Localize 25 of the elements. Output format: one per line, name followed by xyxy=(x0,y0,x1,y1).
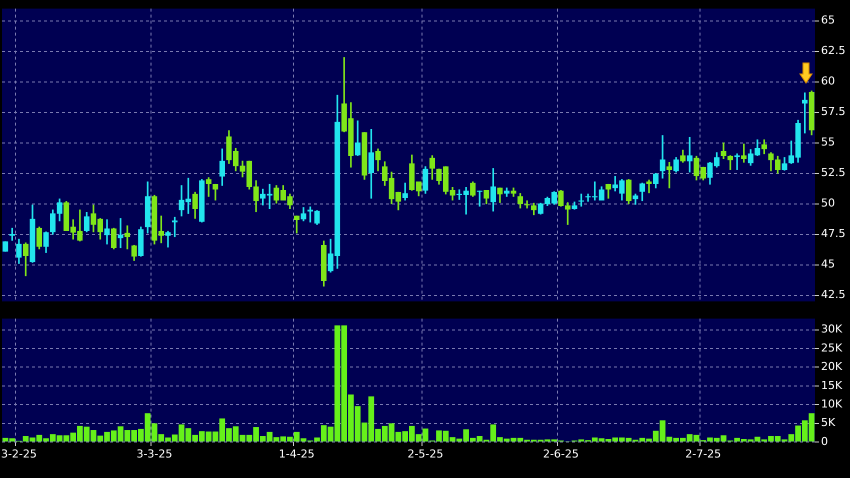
x-tick-label: 3-3-25 xyxy=(136,447,172,460)
y-tick-label: 25K xyxy=(821,341,843,354)
candlestick xyxy=(165,230,171,248)
y-tick-label: 0 xyxy=(821,434,828,448)
y-tick-label: 60 xyxy=(821,74,835,88)
y-tick-label: 52.5 xyxy=(821,166,846,180)
y-tick-label: 20K xyxy=(821,360,843,374)
y-tick-label: 30K xyxy=(821,322,843,336)
x-tick-label: 1-4-25 xyxy=(278,447,315,460)
candlestick xyxy=(118,218,124,248)
y-tick-label: 42.5 xyxy=(821,288,846,302)
y-tick-label: 45 xyxy=(821,258,835,271)
y-tick-label: 47.5 xyxy=(821,227,846,240)
y-tick-label: 50 xyxy=(821,196,835,210)
y-tick-label: 57.5 xyxy=(821,105,846,118)
y-tick-label: 15K xyxy=(821,378,843,392)
y-tick-label: 10K xyxy=(821,397,843,410)
x-tick-label: 2-6-25 xyxy=(542,447,579,460)
x-tick-label: 3-2-25 xyxy=(0,447,37,460)
y-tick-label: 65 xyxy=(821,14,835,27)
y-tick-label: 55 xyxy=(821,136,835,149)
x-tick-label: 2-5-25 xyxy=(407,447,444,460)
y-tick-label: 62.5 xyxy=(821,44,846,58)
x-tick-label: 2-7-25 xyxy=(685,447,722,460)
y-tick-label: 5K xyxy=(821,416,836,430)
